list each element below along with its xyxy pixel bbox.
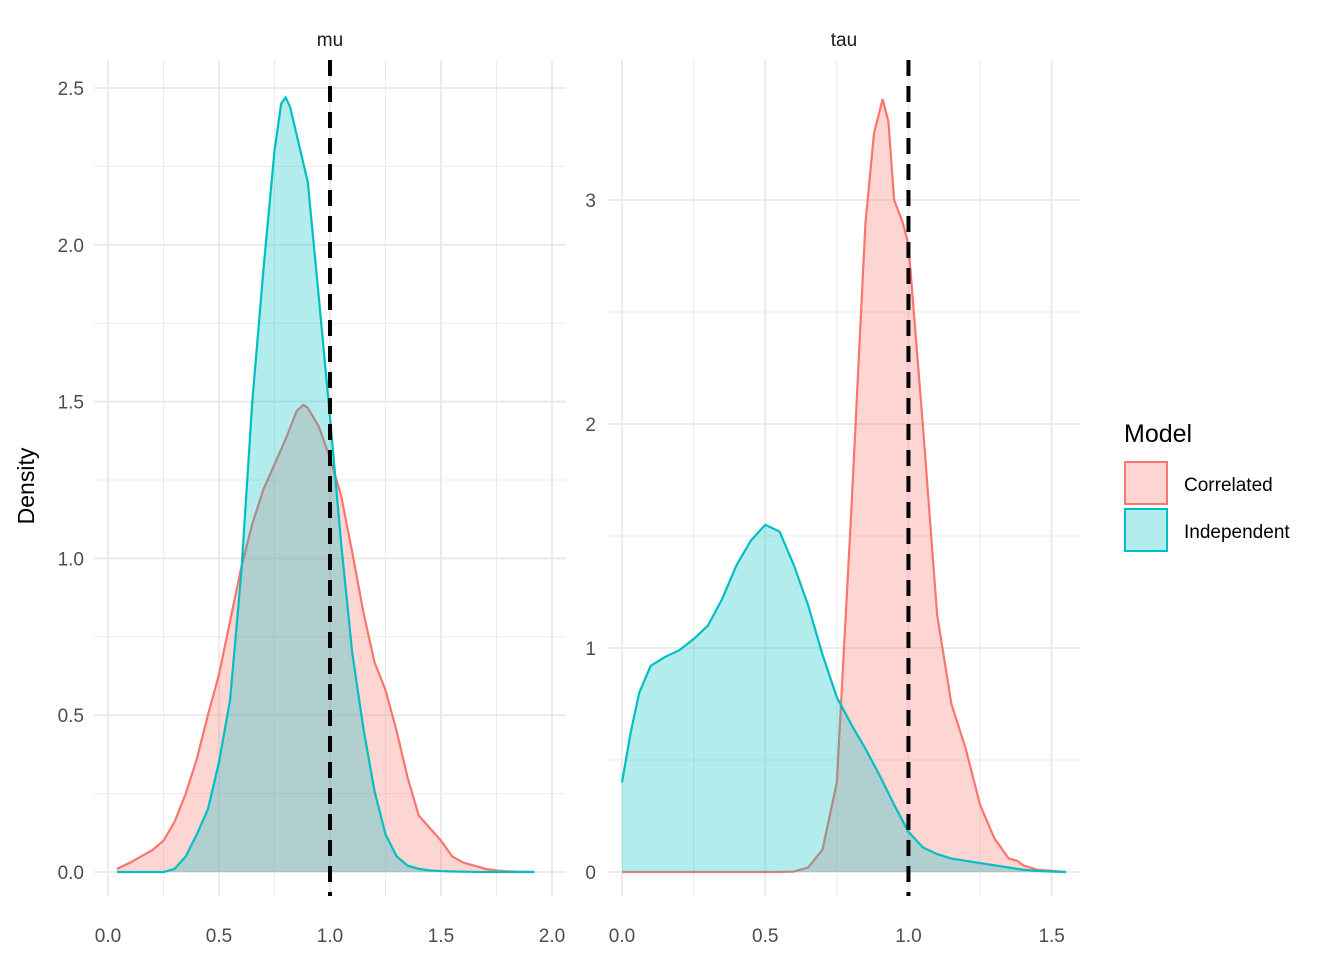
density-area-independent [622,524,1066,872]
density-area-independent [116,97,535,872]
panel-tau: 0.0 0.5 1.0 1.5 0 1 2 3 tau [585,30,1080,947]
y-tick-label: 0.5 [58,706,84,727]
facet-strip-label: mu [317,30,343,51]
y-tick-label: 2.5 [58,79,84,100]
y-tick-label: 2 [585,415,596,436]
x-tick-label: 1.0 [895,926,921,947]
y-tick-label: 2.0 [58,236,84,257]
density-line-independent [620,523,1067,874]
y-tick-label: 0.0 [58,863,84,884]
y-tick-label: 1.5 [58,393,84,414]
x-tick-label: 0.5 [206,926,232,947]
legend: Model Correlated Independent [1124,420,1290,552]
x-tick-label: 1.5 [428,926,454,947]
facet-strip-label: tau [831,30,857,51]
legend-label-independent: Independent [1184,522,1290,543]
y-axis-title: Density [13,447,39,524]
density-line-correlated [116,403,535,874]
y-tick-label: 1.0 [58,549,84,570]
x-tick-label: 2.0 [539,926,565,947]
y-tick-label: 0 [585,863,596,884]
density-line-independent [116,95,535,874]
density-line-correlated [622,98,1067,874]
x-tick-label: 1.0 [317,926,343,947]
x-tick-label: 0.0 [95,926,121,947]
legend-label-correlated: Correlated [1184,475,1273,496]
legend-key-correlated [1124,461,1168,505]
x-tick-label: 0.0 [609,926,635,947]
legend-title: Model [1124,420,1192,448]
legend-key-independent [1124,508,1168,552]
panel-mu: 0.0 0.5 1.0 1.5 2.0 0.0 0.5 1.0 1.5 2.0 2.5 mu [58,30,566,947]
x-tick-label: 0.5 [752,926,778,947]
x-tick-label: 1.5 [1038,926,1064,947]
y-tick-label: 3 [585,191,596,212]
y-tick-label: 1 [585,639,596,660]
density-area-correlated [622,99,1066,872]
legend-item-independent: Independent [1124,508,1290,552]
legend-item-correlated: Correlated [1124,461,1273,505]
